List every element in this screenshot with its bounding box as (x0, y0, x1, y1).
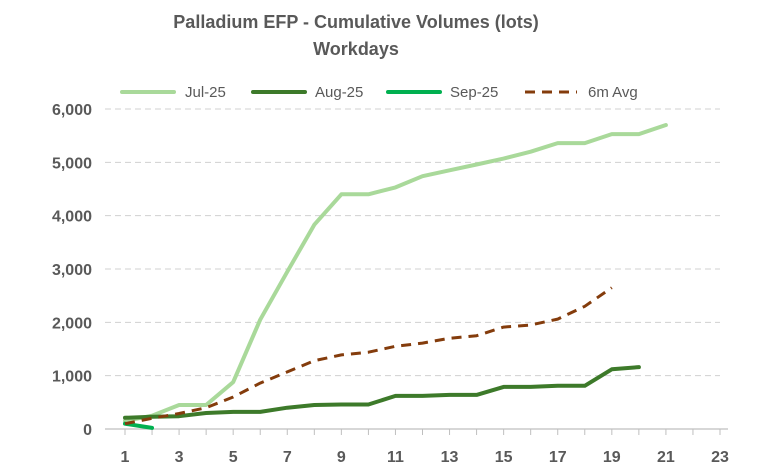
x-tick-label: 1 (121, 449, 130, 466)
series-line-aug-25 (123, 365, 641, 420)
y-axis: 0 1,000 2,000 3,000 4,000 5,000 6,000 (52, 102, 92, 439)
y-tick-label: 0 (83, 422, 92, 439)
x-tick-label: 19 (603, 449, 621, 466)
legend-label-aug-25: Aug-25 (315, 84, 363, 101)
chart-title: Palladium EFP - Cumulative Volumes (lots… (173, 12, 538, 32)
legend-label-6m-avg: 6m Avg (588, 84, 638, 101)
x-tick-label: 13 (441, 449, 459, 466)
y-tick-label: 1,000 (52, 369, 92, 386)
x-tick-label: 15 (495, 449, 513, 466)
x-tick-label: 5 (229, 449, 238, 466)
x-axis: 1 3 5 7 9 11 13 15 17 19 21 23 (105, 428, 729, 466)
y-tick-label: 5,000 (52, 155, 92, 172)
gridlines (105, 108, 720, 377)
legend-label-sep-25: Sep-25 (450, 84, 498, 101)
y-tick-label: 2,000 (52, 315, 92, 332)
y-tick-label: 6,000 (52, 102, 92, 119)
y-tick-label: 3,000 (52, 262, 92, 279)
series-line-sep-25 (123, 421, 154, 430)
series-group (123, 123, 668, 430)
x-tick-label: 23 (711, 449, 729, 466)
series-line-6m-avg (124, 286, 613, 426)
y-tick-label: 4,000 (52, 209, 92, 226)
x-tick-label: 7 (283, 449, 292, 466)
x-tick-label: 11 (387, 449, 404, 466)
legend-label-jul-25: Jul-25 (185, 84, 226, 101)
chart-subtitle: Workdays (313, 39, 399, 59)
x-tick-label: 17 (549, 449, 567, 466)
legend: Jul-25 Aug-25 Sep-25 6m Avg (120, 84, 638, 101)
x-tick-label: 9 (337, 449, 346, 466)
series-line-jul-25 (123, 123, 668, 423)
x-tick-label: 21 (657, 449, 675, 466)
x-tick-label: 3 (175, 449, 184, 466)
